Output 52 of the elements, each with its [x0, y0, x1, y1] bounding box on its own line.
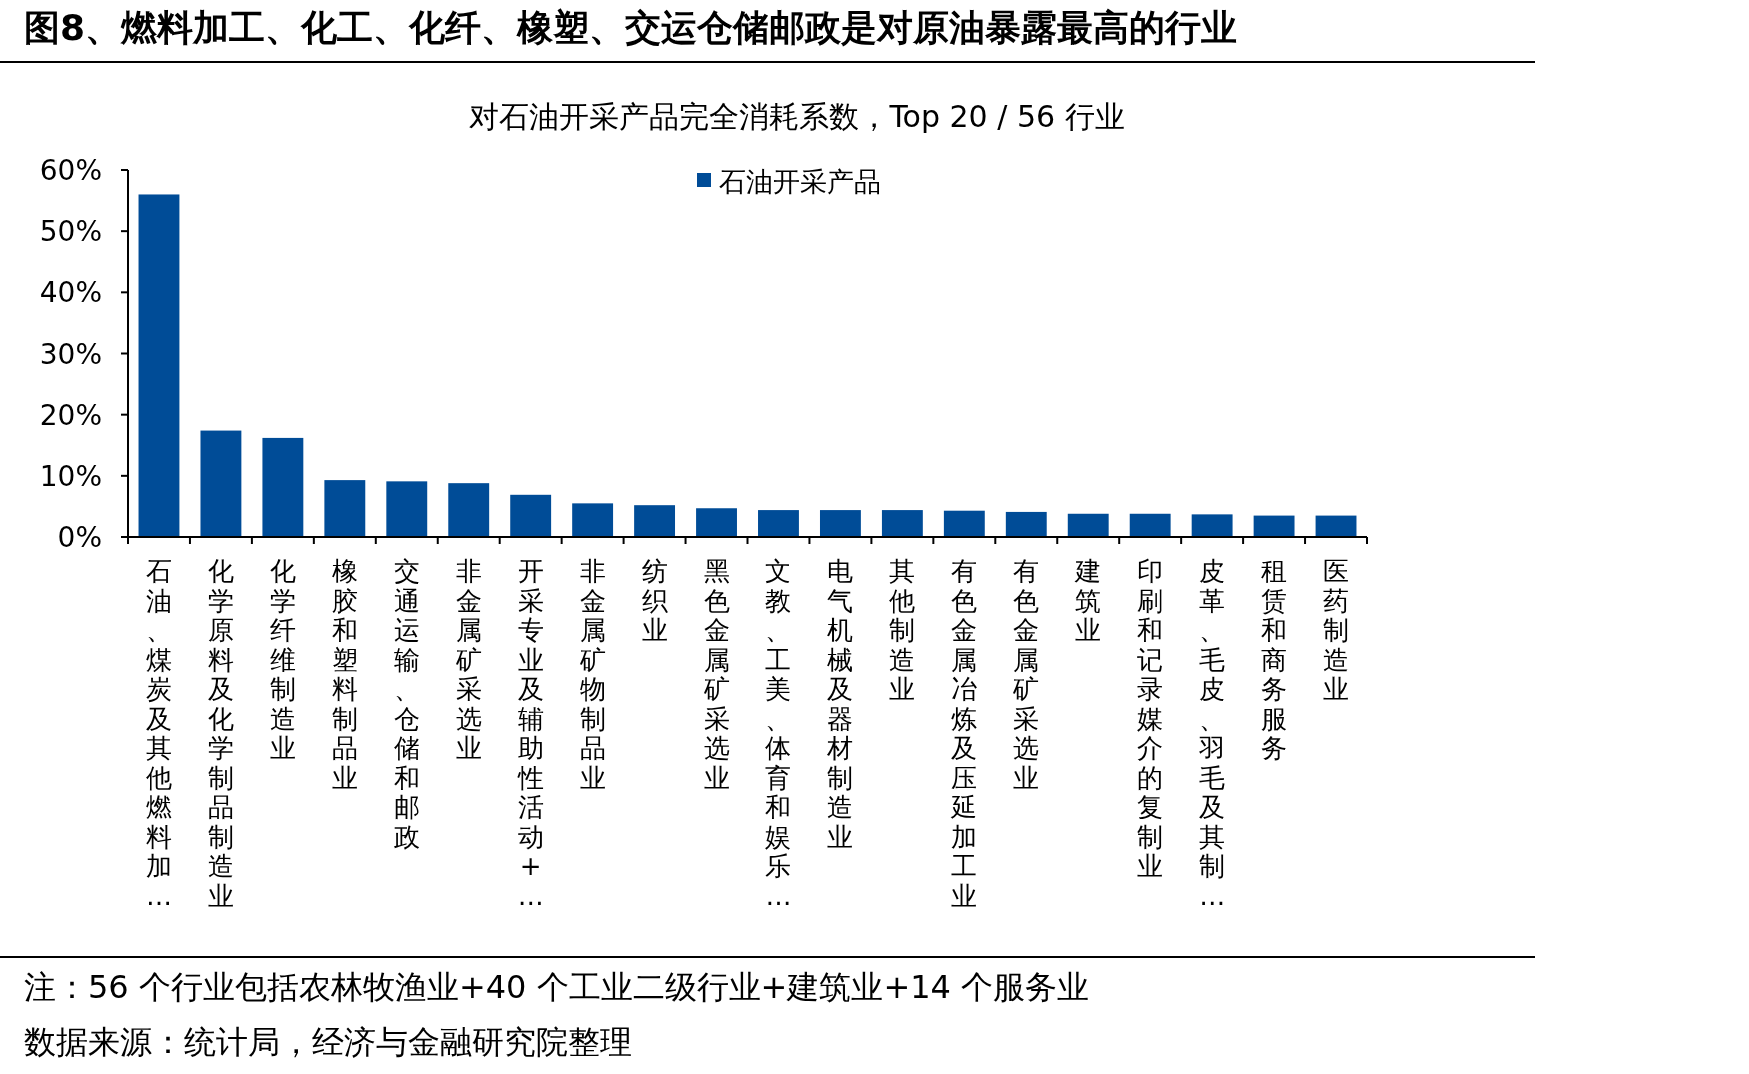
bar: [1067, 513, 1109, 537]
y-tick-label: 20%: [39, 398, 102, 432]
bar: [1315, 515, 1357, 537]
category-label: 开采专业及辅助性活动+…: [517, 556, 544, 911]
bar: [572, 503, 614, 537]
bar: [448, 483, 490, 537]
bar: [1005, 511, 1047, 537]
bar: [696, 508, 737, 537]
y-tick-label: 10%: [39, 459, 102, 493]
x-tick-label: 有色金属矿采选业: [1012, 556, 1040, 793]
chart-subtitle: 对石油开采产品完全消耗系数，Top 20 / 56 行业: [469, 99, 1125, 134]
bar: [1129, 513, 1171, 537]
x-tick-label: 租赁和商务服务: [1261, 556, 1288, 763]
category-label: 印刷和记录媒介的复制业: [1137, 556, 1164, 881]
x-tick-label: 其他制造业: [889, 556, 916, 704]
legend-label: 石油开采产品: [719, 166, 881, 197]
bar: [386, 481, 428, 537]
x-tick-label: 医药制造业: [1323, 556, 1350, 704]
bar: [200, 430, 242, 537]
category-label: 电气机械及器材制造业: [827, 556, 854, 852]
x-tick-label: 黑色金属矿采选业: [702, 556, 730, 793]
x-tick-label: 纺织业: [641, 556, 668, 645]
bar: [819, 510, 861, 537]
bar: [634, 505, 676, 537]
x-tick-label: 建筑业: [1074, 556, 1102, 645]
bar: [881, 510, 923, 537]
category-label: 化学原料及化学制品制造业: [207, 556, 234, 911]
y-tick-label: 0%: [57, 521, 102, 554]
bar: [1191, 514, 1233, 537]
category-label: 有色金属冶炼及压延加工业: [951, 556, 978, 911]
y-tick-label: 40%: [39, 276, 102, 310]
category-label: 皮革、毛皮、羽毛及其制…: [1199, 556, 1226, 911]
y-tick-label: 30%: [39, 337, 102, 371]
bar: [262, 437, 304, 537]
x-tick-label: 非金属矿采选业: [454, 556, 482, 763]
bar: [758, 510, 799, 537]
bar: [138, 194, 180, 537]
x-tick-label: 非金属矿物制品业: [578, 556, 606, 793]
text: 注：56 个行业包括农林牧渔业+40 个工业二级行业+建筑业+14 个服务业: [24, 968, 1090, 1006]
x-tick-label: 橡胶和塑料制品业: [331, 556, 358, 793]
y-tick-label: 60%: [39, 154, 102, 187]
category-label: 石油、煤炭及其他燃料加…: [145, 556, 172, 911]
category-label: 文教、工美、体育和娱乐…: [765, 556, 792, 911]
y-tick-label: 50%: [39, 215, 102, 249]
bar: [510, 494, 552, 537]
bar: [943, 510, 985, 537]
category-label: 交通运输、仓储和邮政: [393, 556, 420, 852]
bar: [1253, 515, 1295, 537]
chart-title: 图8、燃料加工、化工、化纤、橡塑、交运仓储邮政是对原油暴露最高的行业: [24, 7, 1238, 48]
x-tick-label: 化学纤维制造业: [269, 556, 296, 763]
source-note: 数据来源：统计局，经济与金融研究院整理: [24, 1023, 632, 1061]
bar: [324, 480, 366, 537]
